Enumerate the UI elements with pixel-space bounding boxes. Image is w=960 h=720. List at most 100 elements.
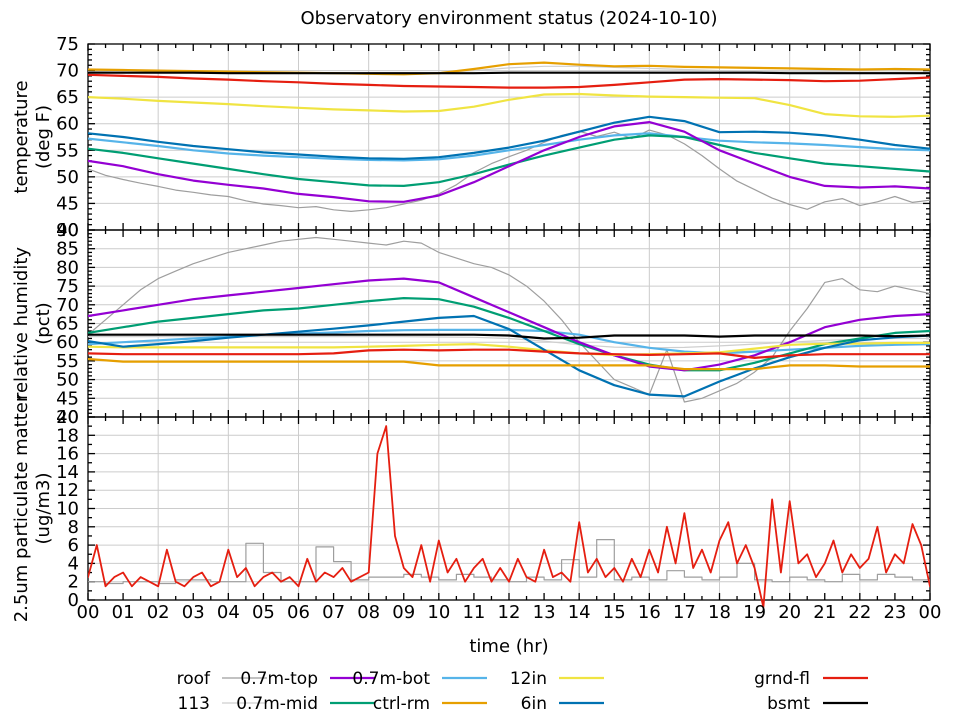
x-tick-label: 05 [252, 602, 275, 623]
y-tick-label: 0 [68, 590, 79, 611]
y-tick-label: 14 [56, 462, 79, 483]
x-tick-label: 12 [498, 602, 521, 623]
x-axis: 00 01 02 03 04 05 06 07 08 09 10 11 12 13 14 15 16 17 18 19… [77, 602, 942, 657]
y-tick-label: 60 [56, 114, 79, 135]
legend-label-0.7m-mid: 0.7m-mid [236, 694, 318, 714]
y-axis-label: 2.5um particulate matter [11, 394, 32, 622]
y-axis-label: (deg F) [33, 105, 54, 169]
series-group [88, 61, 930, 212]
y-tick-label: 50 [56, 167, 79, 188]
x-tick-label: 23 [883, 602, 906, 623]
series-group [88, 425, 930, 609]
x-tick-label: 10 [427, 602, 450, 623]
x-tick-label: 16 [638, 602, 661, 623]
series-line-roof [88, 129, 930, 212]
panel-temperature: 75 70 65 60 55 50 45 40 temperature (deg F) [11, 34, 931, 241]
x-tick-label: 03 [182, 602, 205, 623]
y-tick-label: 16 [56, 444, 79, 465]
legend-label-12in: 12in [510, 669, 547, 689]
series-line-6in [88, 314, 930, 398]
y-tick-label: 45 [56, 193, 79, 214]
y-tick-label: 8 [68, 517, 79, 538]
series-line-bsmt [88, 71, 930, 75]
y-tick-label: 85 [56, 239, 79, 260]
series-line-0.7m-top [88, 277, 930, 372]
y-axis-label: relative humidity [11, 247, 32, 400]
y-tick-label: 70 [56, 295, 79, 316]
x-tick-label: 22 [848, 602, 871, 623]
x-tick-label: 08 [357, 602, 380, 623]
y-axis-label: temperature [11, 80, 32, 193]
y-tick-label: 12 [56, 480, 79, 501]
x-tick-label: 00 [919, 602, 942, 623]
y-tick-label: 60 [56, 332, 79, 353]
legend-label-ctrl-rm: ctrl-rm [373, 694, 430, 714]
series-line-12in [88, 92, 930, 118]
legend-label-roof: roof [177, 669, 211, 689]
x-tick-label: 07 [322, 602, 345, 623]
legend-label-bsmt: bsmt [767, 694, 810, 714]
y-tick-label: 75 [56, 34, 79, 55]
series-line-bsmt [88, 333, 930, 340]
y-tick-label: 10 [56, 499, 79, 520]
y-axis-label: (ug/m3) [33, 473, 54, 545]
y-tick-label: 70 [56, 61, 79, 82]
y-tick-label: 65 [56, 87, 79, 108]
legend-label-6in: 6in [521, 694, 547, 714]
y-tick-label: 40 [56, 220, 79, 241]
series-group [88, 236, 930, 403]
series-line-ctrl-rm [88, 61, 930, 76]
y-tick-label: 80 [56, 257, 79, 278]
series-line-roof [88, 236, 930, 403]
x-tick-label: 15 [603, 602, 626, 623]
series-line-0.7m-mid [88, 134, 930, 187]
x-tick-label: 04 [217, 602, 240, 623]
x-tick-label: 21 [813, 602, 836, 623]
legend-label-0.7m-bot: 0.7m-bot [352, 669, 430, 689]
y-tick-label: 75 [56, 276, 79, 297]
y-tick-label: 2 [68, 572, 79, 593]
x-tick-label: 17 [673, 602, 696, 623]
series-line-roof [88, 539, 930, 585]
x-tick-label: 02 [147, 602, 170, 623]
series-line-grnd-fl [88, 73, 930, 89]
x-tick-label: 01 [112, 602, 135, 623]
y-tick-label: 18 [56, 425, 79, 446]
legend: roof 0.7m-top 0.7m-bot 12in grnd-fl 113 0.7m-m… [177, 669, 868, 714]
x-tick-label: 11 [462, 602, 485, 623]
y-tick-label: 90 [56, 220, 79, 241]
x-tick-label: 09 [392, 602, 415, 623]
y-tick-label: 55 [56, 351, 79, 372]
y-axis-label: (pct) [33, 302, 54, 344]
y-tick-label: 4 [68, 553, 79, 574]
y-tick-label: 55 [56, 140, 79, 161]
y-tick-label: 6 [68, 535, 79, 556]
series-line-grnd-fl [88, 348, 930, 359]
legend-label-grnd-fl: grnd-fl [754, 669, 810, 689]
chart-title: Observatory environment status (2024-10-… [300, 8, 718, 29]
y-tick-label: 65 [56, 314, 79, 335]
series-line-0.7m-mid [88, 297, 930, 372]
x-axis-label: time (hr) [469, 636, 548, 657]
legend-label-113: 113 [178, 694, 210, 714]
x-tick-label: 06 [287, 602, 310, 623]
series-line-0.7m-top [88, 121, 930, 203]
y-tick-label: 50 [56, 370, 79, 391]
x-tick-label: 14 [568, 602, 591, 623]
series-line-6in [88, 115, 930, 160]
series-line-12in [88, 341, 930, 356]
series-line-0.7m-bot [88, 132, 930, 162]
x-tick-label: 00 [77, 602, 100, 623]
legend-label-0.7m-top: 0.7m-top [240, 669, 318, 689]
x-tick-label: 13 [533, 602, 556, 623]
y-tick-label: 40 [56, 407, 79, 428]
x-tick-label: 18 [708, 602, 731, 623]
x-tick-label: 19 [743, 602, 766, 623]
series-line-ctrl-rm [88, 357, 930, 371]
y-tick-label: 45 [56, 388, 79, 409]
series-line-grnd-fl [88, 425, 930, 609]
